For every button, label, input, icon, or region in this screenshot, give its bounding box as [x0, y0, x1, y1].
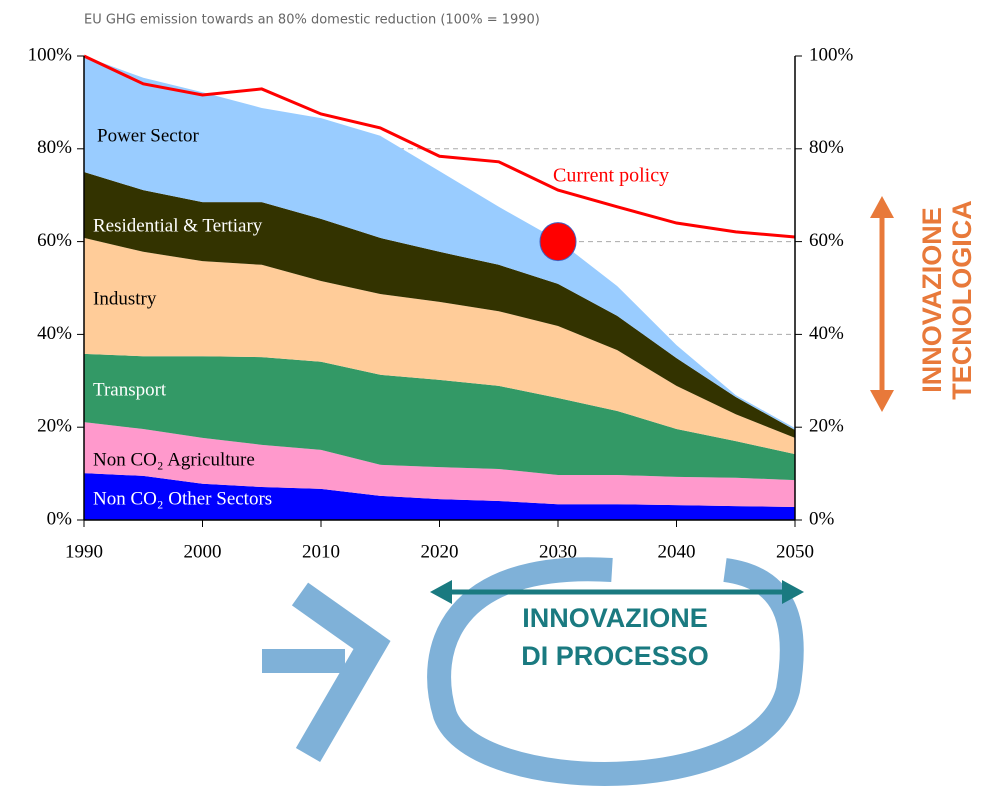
tech-arrow: [870, 196, 894, 412]
arrow-head: [782, 580, 804, 604]
plot: Non CO₂ Other Sectors Non CO₂ Agriculture…: [28, 44, 854, 562]
area: [84, 237, 795, 455]
loop: [427, 557, 804, 786]
series-label: Non CO₂ Agriculture: [93, 449, 255, 470]
arrow-head: [870, 390, 894, 412]
x-tick-label: 1990: [65, 541, 103, 562]
series-label: Residential & Tertiary: [93, 215, 263, 236]
decoration: [262, 557, 804, 786]
target-marker: [539, 222, 577, 262]
x-tick-label: 2050: [776, 541, 814, 562]
series-label: Non CO₂ Other Sectors: [93, 488, 272, 509]
x-tick-label: 2040: [658, 541, 696, 562]
y-tick-label: 40%: [37, 323, 72, 344]
area: [84, 172, 795, 438]
annotation: TECNOLOGICA: [947, 200, 977, 400]
x-tick-label: 2030: [539, 541, 577, 562]
arrow-head: [430, 580, 452, 604]
series-label: Industry: [93, 288, 157, 309]
y-tick-label: 20%: [37, 416, 72, 437]
y-tick-label: 100%: [28, 44, 73, 65]
series-label: Transport: [93, 379, 167, 400]
series-label: Power Sector: [97, 125, 200, 146]
x-tick-label: 2000: [184, 541, 222, 562]
line: [83, 54, 796, 239]
y2-tick-label: 20%: [809, 416, 844, 437]
x-tick-label: 2010: [302, 541, 340, 562]
y-tick-label: 80%: [37, 137, 72, 158]
area: [84, 422, 795, 508]
arrow-head: [291, 582, 391, 763]
y2-tick-label: 100%: [809, 44, 854, 65]
arrow-head: [870, 196, 894, 218]
area: [84, 353, 795, 481]
annotation: INNOVAZIONE: [917, 207, 947, 393]
y2-tick-label: 80%: [809, 137, 844, 158]
annotation: DI PROCESSO: [521, 641, 709, 671]
y2-tick-label: 60%: [809, 230, 844, 251]
area: [84, 56, 795, 430]
y-tick-label: 60%: [37, 230, 72, 251]
area: [84, 473, 795, 520]
x-tick-label: 2020: [421, 541, 459, 562]
annotation: INNOVAZIONE: [522, 603, 708, 633]
chart-title: EU GHG emission towards an 80% domestic …: [84, 13, 540, 28]
process-arrow: [430, 580, 804, 604]
y2-tick-label: 40%: [809, 323, 844, 344]
line-label: Current policy: [553, 165, 669, 187]
y2-tick-label: 0%: [809, 508, 835, 529]
y-tick-label: 0%: [47, 508, 73, 529]
